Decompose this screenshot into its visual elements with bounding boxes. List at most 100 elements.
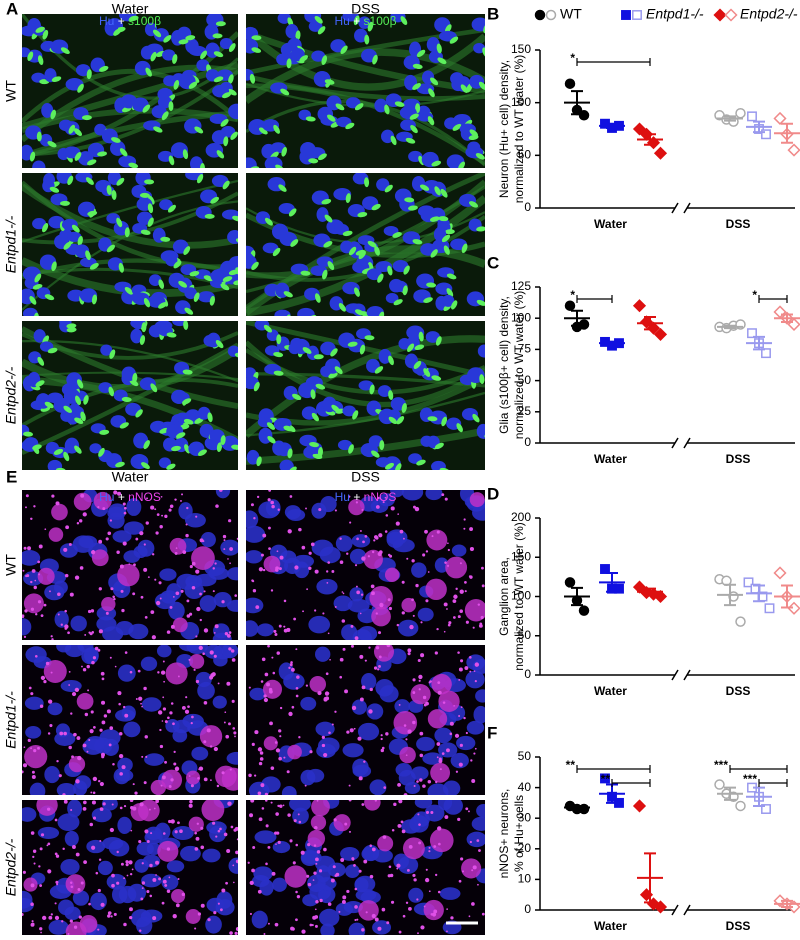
nnos-dot	[194, 847, 199, 851]
error-bar	[571, 309, 583, 327]
glia	[407, 205, 418, 211]
nucleus	[89, 443, 102, 454]
glia	[67, 175, 74, 186]
nnos-dot	[168, 508, 172, 512]
nucleus	[66, 231, 82, 243]
column-label: Water	[112, 1, 149, 17]
nnos-dot	[217, 902, 220, 905]
glia	[116, 217, 123, 228]
glia	[89, 262, 99, 270]
nucleus	[439, 887, 461, 900]
nnos-dot	[350, 624, 354, 628]
glia	[374, 246, 380, 256]
glia	[328, 372, 338, 379]
nnos-dot	[140, 595, 144, 599]
nnos-dot	[458, 679, 461, 681]
glia	[324, 214, 333, 223]
nnos-dot	[405, 738, 408, 741]
nnos-dot	[351, 705, 357, 711]
nnos-dot	[315, 857, 319, 862]
glia	[204, 213, 215, 219]
nnos-dot	[385, 514, 389, 517]
glia	[158, 302, 168, 309]
nnos-dot	[138, 929, 142, 932]
nnos-dot	[362, 540, 365, 544]
nnos-dot	[54, 818, 58, 822]
nnos-dot	[203, 777, 208, 782]
data-point	[653, 327, 668, 341]
nnos-dot	[453, 594, 458, 599]
glia	[23, 431, 34, 437]
nnos-dot	[282, 804, 285, 807]
legend-marker	[545, 9, 557, 21]
nnos-dot	[47, 699, 53, 704]
nnos-dot	[279, 555, 284, 560]
nnos-cell	[427, 709, 448, 729]
nucleus	[264, 156, 283, 168]
nucleus	[333, 595, 353, 612]
glia	[150, 51, 157, 62]
nucleus	[246, 449, 260, 465]
nnos-dot	[121, 608, 125, 613]
significance-label: *	[570, 288, 575, 302]
glia	[482, 47, 485, 57]
nnos-dot	[22, 763, 28, 768]
nnos-dot	[364, 659, 367, 662]
nnos-dot	[464, 590, 467, 593]
nnos-dot	[279, 735, 282, 738]
nucleus	[246, 510, 259, 529]
glia	[111, 137, 121, 143]
nnos-dot	[325, 672, 329, 676]
nnos-dot	[203, 740, 207, 744]
nnos-dot	[143, 543, 146, 546]
nnos-dot	[380, 748, 385, 753]
nnos-dot	[327, 561, 331, 564]
nnos-dot	[155, 874, 157, 876]
nnos-dot	[468, 575, 472, 578]
nucleus	[195, 671, 212, 688]
column-label: DSS	[351, 1, 380, 17]
nnos-dot	[331, 723, 334, 726]
nnos-dot	[82, 512, 87, 517]
nnos-dot	[274, 922, 279, 927]
error-bar	[724, 583, 736, 607]
y-tick-label: 150	[511, 549, 531, 563]
nnos-dot	[295, 843, 299, 847]
micrograph	[22, 645, 238, 795]
glia	[249, 73, 256, 84]
nnos-dot	[313, 871, 317, 875]
nucleus	[308, 20, 323, 32]
nnos-dot	[275, 812, 279, 816]
nnos-dot	[129, 872, 133, 876]
glia	[147, 217, 154, 227]
nnos-dot	[377, 551, 382, 557]
glia	[34, 273, 42, 283]
nnos-dot	[251, 579, 255, 583]
nnos-dot	[224, 711, 227, 714]
nnos-dot	[211, 672, 216, 677]
nucleus	[366, 703, 384, 720]
glia	[81, 115, 92, 121]
nnos-dot	[293, 819, 297, 823]
nnos-dot	[371, 913, 376, 919]
x-tick-label: DSS	[726, 919, 751, 933]
nnos-dot	[278, 567, 282, 571]
nnos-dot	[149, 863, 153, 868]
nnos-dot	[191, 561, 196, 566]
glia	[431, 375, 442, 381]
nnos-dot	[212, 821, 216, 825]
nnos-dot	[170, 624, 175, 629]
nnos-cell	[399, 746, 416, 764]
nnos-cell	[93, 491, 112, 510]
fiber	[22, 69, 238, 157]
glia	[29, 151, 36, 162]
glia	[426, 282, 437, 288]
nnos-dot	[436, 742, 441, 746]
nnos-dot	[235, 859, 238, 864]
nucleus	[67, 800, 83, 818]
nnos-dot	[412, 678, 416, 682]
nnos-dot	[119, 564, 124, 569]
nnos-dot	[431, 912, 437, 917]
data-point	[787, 601, 800, 615]
nnos-dot	[228, 722, 231, 726]
